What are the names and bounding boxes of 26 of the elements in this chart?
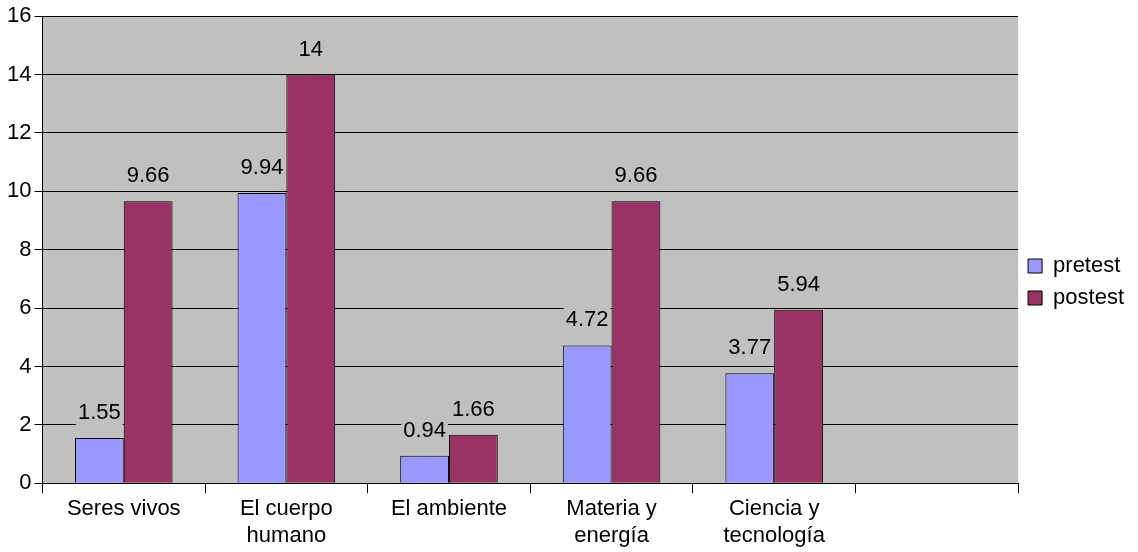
- data-label: 3.77: [728, 334, 772, 360]
- data-label: 1.66: [451, 395, 495, 421]
- data-label: 9.66: [126, 162, 170, 188]
- x-tick-label: Materia y energía: [566, 495, 657, 547]
- data-label: 14: [298, 35, 323, 61]
- data-label: 5.94: [777, 270, 820, 296]
- data-label: 9.66: [614, 162, 658, 188]
- y-tick-label: 6: [19, 294, 32, 320]
- legend-label: postest: [1053, 284, 1125, 310]
- data-label: 4.72: [565, 306, 609, 332]
- y-tick-label: 12: [6, 119, 32, 145]
- y-tick-label: 14: [6, 60, 32, 86]
- y-tick-label: 4: [19, 352, 32, 378]
- data-label: 9.94: [240, 154, 284, 180]
- x-tick-label: El cuerpo humano: [239, 495, 333, 547]
- data-label: 0.94: [403, 416, 446, 442]
- x-tick-label: Ciencia y tecnología: [723, 495, 826, 547]
- y-tick-label: 2: [19, 410, 32, 436]
- x-tick-label: El ambiente: [390, 495, 508, 521]
- legend-label: pretest: [1053, 252, 1121, 278]
- data-label: 1.55: [77, 399, 121, 425]
- x-tick-label: Seres vivos: [66, 495, 181, 521]
- y-tick-label: 8: [19, 235, 32, 261]
- y-tick-label: 0: [19, 469, 32, 495]
- y-tick-label: 10: [6, 177, 32, 203]
- y-tick-label: 16: [6, 2, 32, 28]
